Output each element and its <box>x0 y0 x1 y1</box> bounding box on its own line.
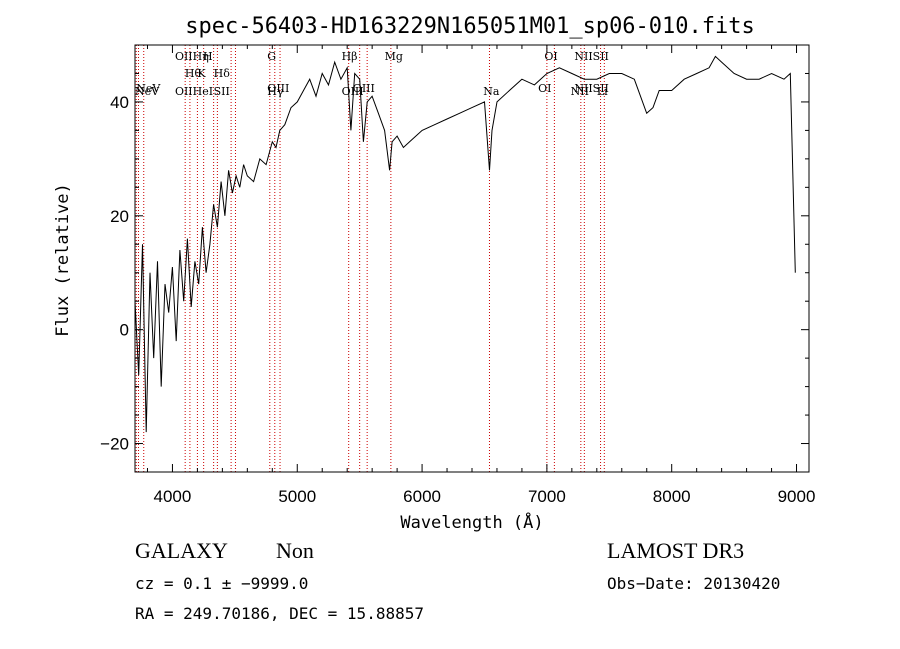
series-layer <box>134 55 796 433</box>
line-label-21: NII <box>571 85 589 98</box>
x-tick-label-4000: 4000 <box>154 487 192 506</box>
y-axis-label: Flux (relative) <box>53 183 73 337</box>
y-tick-label-40: 40 <box>110 93 129 112</box>
obs-date-line: Obs−Date: 20130420 <box>607 574 781 593</box>
line-label-14: OIII <box>342 85 364 98</box>
x-tick-label-9000: 9000 <box>778 487 816 506</box>
x-axis-label: Wavelength (Å) <box>400 511 543 533</box>
x-axis: 4000 5000 6000 7000 8000 9000 <box>146 45 816 506</box>
y-tick-label--20: −20 <box>100 435 129 454</box>
line-label-7: OIIHeI <box>175 85 213 98</box>
line-label-6: Hδ <box>214 67 231 80</box>
spectral-line-markers <box>135 45 605 472</box>
line-label-9: G <box>267 50 276 63</box>
x-tick-label-6000: 6000 <box>403 487 441 506</box>
line-label-22: Li <box>597 85 608 98</box>
radec-line: RA = 249.70186, DEC = 15.88857 <box>135 604 424 623</box>
line-label-16: Na <box>483 85 500 98</box>
line-label-17: OI <box>544 50 557 63</box>
line-label-10: OIII <box>267 82 289 95</box>
y-tick-label-20: 20 <box>110 207 129 226</box>
survey-name: LAMOST DR3 <box>607 538 745 563</box>
object-subclass: Non <box>276 538 314 563</box>
line-label-12: Hβ <box>342 50 358 63</box>
line-label-20: NIISII <box>574 82 609 95</box>
redshift-line: cz = 0.1 ± −9999.0 <box>135 574 309 593</box>
y-axis: −20 0 20 40 <box>100 44 809 473</box>
x-tick-label-5000: 5000 <box>278 487 316 506</box>
line-label-8: SII <box>214 85 230 98</box>
line-label-15: Mg <box>385 50 403 63</box>
y-tick-label-0: 0 <box>120 321 129 340</box>
line-label-1: NeV <box>135 85 160 98</box>
line-label-2: OIIHη <box>175 50 209 63</box>
line-label-3: H <box>203 50 213 63</box>
plot-frame <box>134 44 810 473</box>
x-tick-label-7000: 7000 <box>528 487 566 506</box>
x-tick-label-8000: 8000 <box>653 487 691 506</box>
line-label-18: OI <box>538 82 551 95</box>
line-label-11: Hγ <box>267 85 284 98</box>
object-class: GALAXY <box>135 538 228 563</box>
line-label-4: Hθ <box>185 67 202 80</box>
line-label-19: NIISII <box>574 50 609 63</box>
line-label-13: OIII <box>353 82 375 95</box>
chart-title: spec-56403-HD163229N165051M01_sp06-010.f… <box>185 14 755 39</box>
line-label-0: NeV <box>136 82 161 95</box>
line-label-5: K <box>197 67 206 80</box>
series-flux <box>134 55 796 433</box>
